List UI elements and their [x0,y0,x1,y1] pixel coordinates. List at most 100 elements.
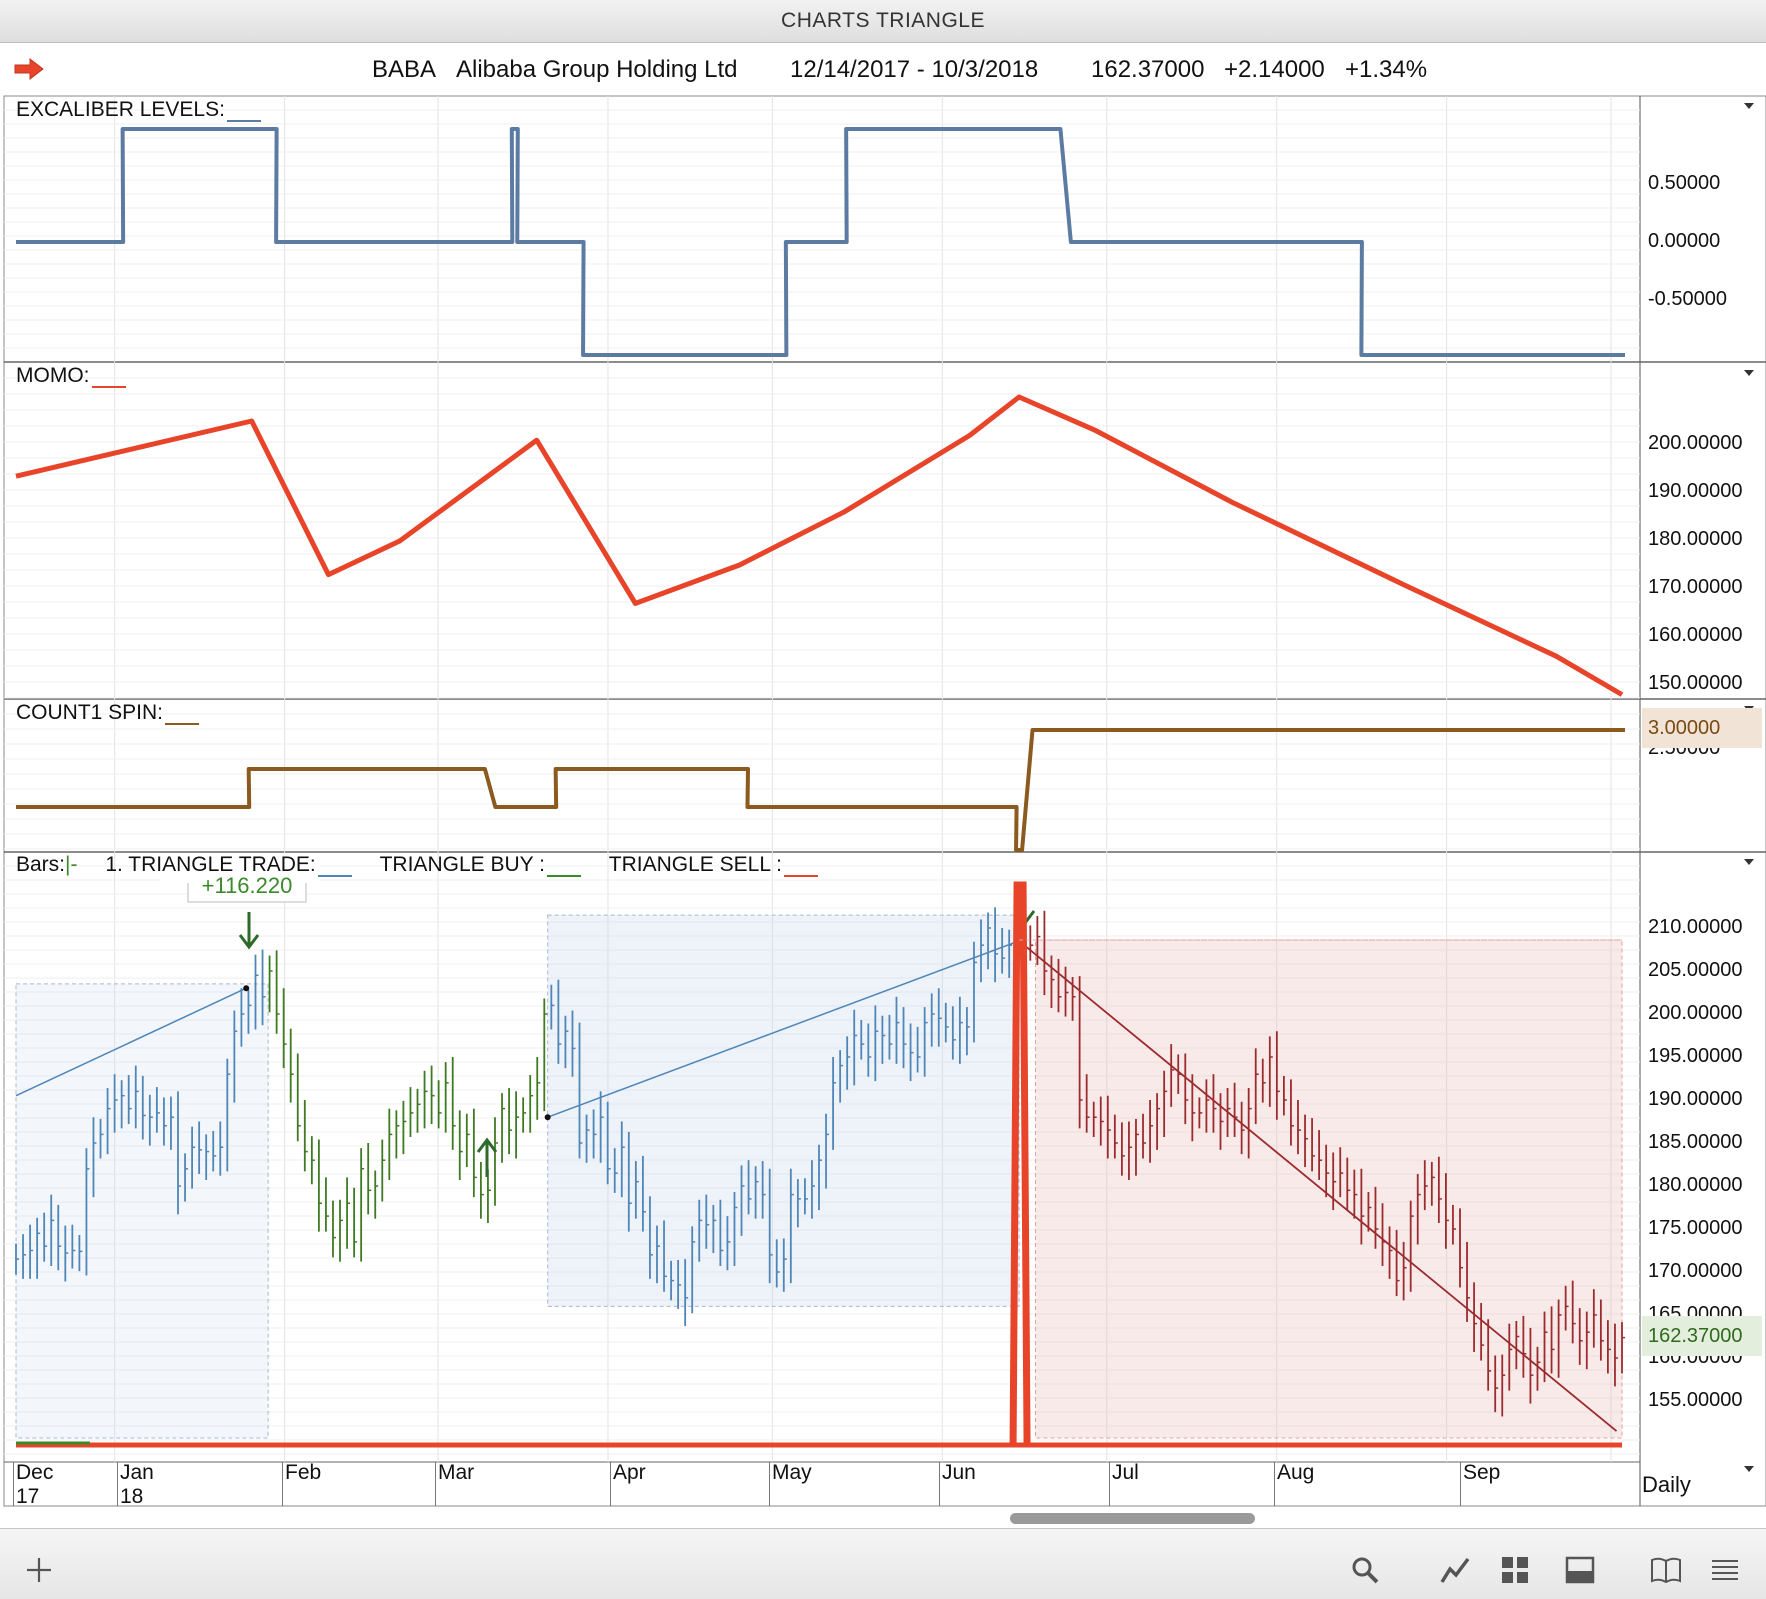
horizontal-scrollbar[interactable] [1010,1513,1255,1524]
month-tick [117,1462,118,1506]
last-price: 162.37000 [1091,56,1205,83]
count1-label: COUNT1 SPIN: [16,701,164,724]
price-change-percent: +1.34% [1345,56,1428,83]
momo-tick: 150.00000 [1648,672,1743,694]
month-label: Jan [120,1461,154,1484]
month-label: Dec [16,1461,54,1484]
price-tick: 205.00000 [1648,959,1743,981]
year-label: 17 [16,1485,40,1508]
excaliber-tick: -0.50000 [1648,288,1727,310]
entry-point [544,1114,551,1121]
momo-tick: 160.00000 [1648,624,1743,646]
label-mask [160,853,320,883]
price-tick: 155.00000 [1648,1389,1743,1411]
excaliber-tick: 0.50000 [1648,172,1721,194]
momo-tick: 170.00000 [1648,576,1743,598]
triangle-sell-spike [1009,881,1031,1446]
month-label: Jul [1112,1461,1139,1484]
month-label: Aug [1277,1461,1315,1484]
month-label: Mar [438,1461,475,1484]
price-tick: 175.00000 [1648,1217,1743,1239]
month-label: Sep [1463,1461,1501,1484]
momo-swatch [91,386,126,388]
excaliber-tick: 0.00000 [1648,230,1721,252]
count1-line [16,728,1625,852]
grid-icon[interactable] [1500,1555,1530,1585]
momo-dropdown-icon[interactable] [1744,370,1754,376]
month-tick [769,1462,770,1506]
price-tick: 170.00000 [1648,1260,1743,1282]
month-label: May [772,1461,812,1484]
month-tick [1109,1462,1110,1506]
triangle-trade-swatch [317,875,352,877]
timeframe-dropdown-icon[interactable] [1744,1466,1754,1472]
month-tick [1460,1462,1461,1506]
month-tick [939,1462,940,1506]
timeframe-selector[interactable]: Daily [1642,1472,1691,1497]
count1-swatch [165,723,200,725]
book-icon[interactable] [1650,1555,1682,1585]
company-name: Alibaba Group Holding Ltd [456,56,738,83]
triangle-sell-label: TRIANGLE SELL : [608,853,782,876]
count1-panel-label: COUNT1 SPIN: [16,701,200,725]
triangle-trendline [1018,940,1618,1432]
date-range: 12/14/2017 - 10/3/2018 [790,56,1039,83]
year-label: 18 [120,1485,144,1508]
price-tick: 200.00000 [1648,1002,1743,1024]
window-title: CHARTS TRIANGLE [0,0,1766,43]
panel-icon[interactable] [1565,1555,1595,1585]
buy-arrow-icon [476,1137,498,1177]
triangle-trendline [15,987,247,1097]
search-icon[interactable] [1350,1555,1380,1585]
momo-tick: 180.00000 [1648,528,1743,550]
chart-line-icon[interactable] [1440,1555,1470,1585]
bars-panel-label: Bars:|- 1. TRIANGLE TRADE: TRIANGLE BUY … [16,853,818,877]
momo-label: MOMO: [16,364,90,387]
excaliber-label: EXCALIBER LEVELS: [16,98,225,121]
entry-point [243,985,250,992]
excaliber-dropdown-icon[interactable] [1744,103,1754,109]
momo-line [15,394,1624,697]
sell-arrow-icon [238,912,260,950]
month-tick [282,1462,283,1506]
profit-label: +116.220 [202,873,293,898]
bars-swatch: |- [65,853,78,876]
month-tick [13,1462,14,1506]
chart-frame [3,95,1766,1507]
bars-label: Bars: [16,853,66,876]
excaliber-panel-label: EXCALIBER LEVELS: [16,98,261,122]
price-tick: 210.00000 [1648,916,1743,938]
symbol-ticker: BABA [372,56,437,83]
triangle-trendline [547,940,1020,1118]
month-label: Feb [285,1461,322,1484]
count1-current-value: 3.00000 [1642,708,1762,748]
bars-dropdown-icon[interactable] [1744,859,1754,865]
month-tick [610,1462,611,1506]
month-tick [1274,1462,1275,1506]
add-icon[interactable] [24,1555,54,1585]
bottom-toolbar [0,1528,1766,1599]
price-tick: 190.00000 [1648,1088,1743,1110]
excaliber-swatch [226,120,261,122]
momo-tick: 190.00000 [1648,480,1743,502]
momo-tick: 200.00000 [1648,432,1743,454]
arrow-right-icon[interactable] [14,57,44,81]
triangle-buy-label: TRIANGLE BUY : [379,853,545,876]
triangle-sell-swatch [783,875,818,877]
momo-panel-label: MOMO: [16,364,126,388]
price-change: +2.14000 [1224,56,1325,83]
excaliber-line [16,127,1625,357]
symbol-info-bar: BABA Alibaba Group Holding Ltd 12/14/201… [0,43,1766,95]
current-price-tag: 162.37000 [1642,1316,1762,1356]
price-tick: 180.00000 [1648,1174,1743,1196]
month-tick [435,1462,436,1506]
menu-icon[interactable] [1710,1555,1740,1585]
triangle-trade-label: 1. TRIANGLE TRADE: [105,853,316,876]
price-tick: 185.00000 [1648,1131,1743,1153]
month-label: Jun [942,1461,976,1484]
triangle-buy-swatch [546,875,581,877]
month-label: Apr [613,1461,646,1484]
price-tick: 195.00000 [1648,1045,1743,1067]
triangle-trade-region [15,983,269,1439]
